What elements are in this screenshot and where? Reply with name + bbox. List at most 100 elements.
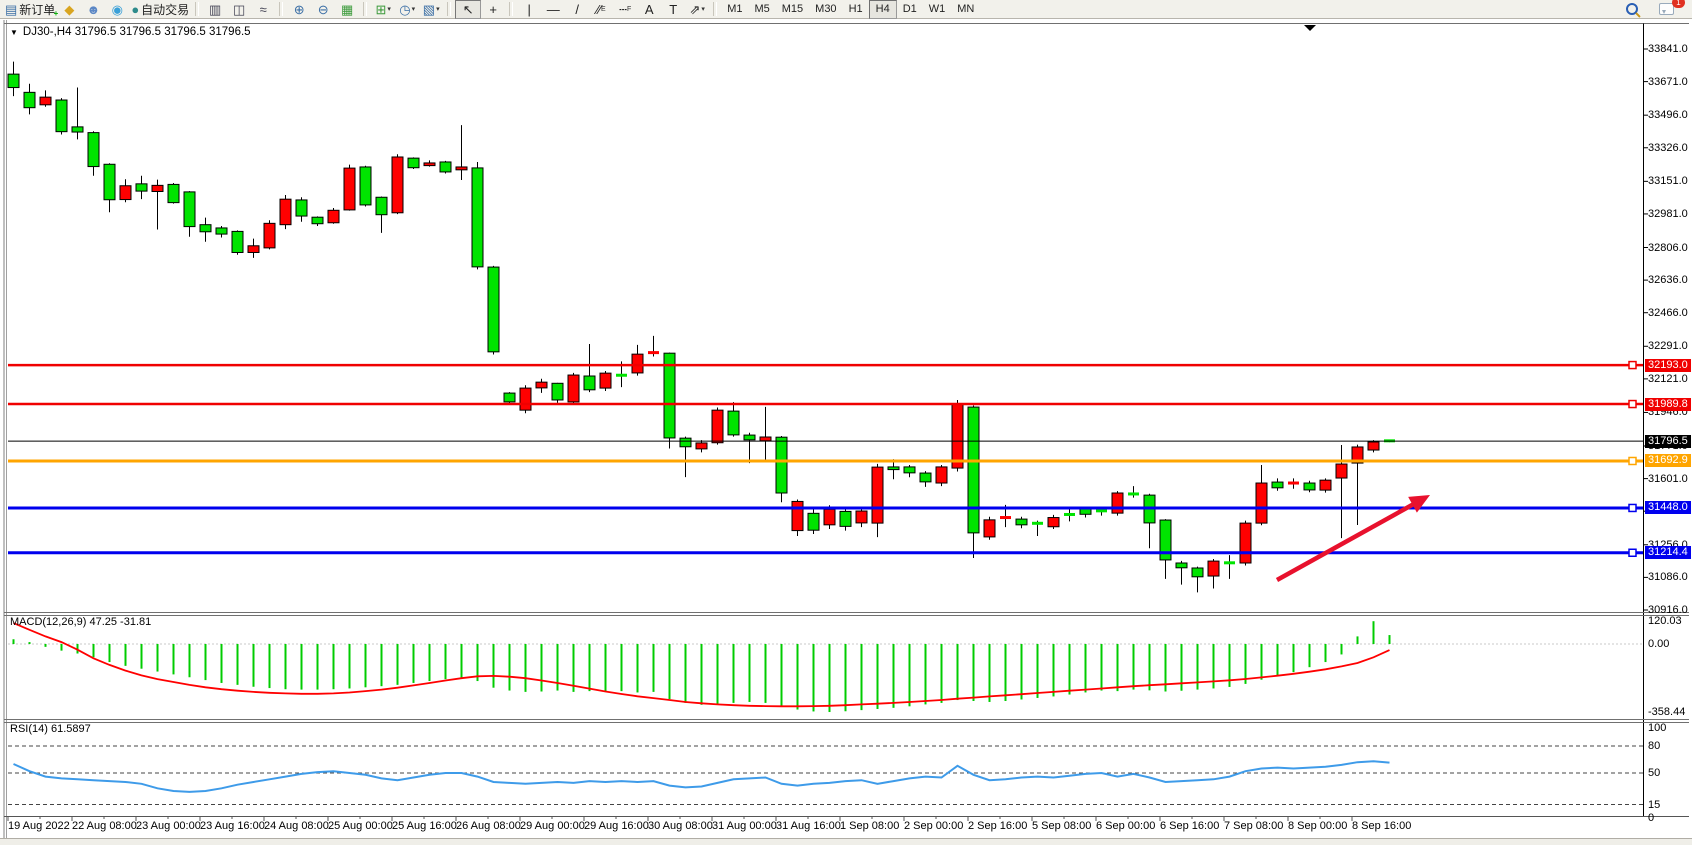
- crosshair-button[interactable]: +: [481, 1, 505, 18]
- toolbar-separator: [447, 2, 452, 16]
- arrows-button[interactable]: ⇗ ▾: [685, 1, 709, 18]
- toolbar-separator: [713, 2, 718, 16]
- trend-arrow-line[interactable]: [1275, 500, 1418, 582]
- chart-candles-button[interactable]: ◫: [227, 1, 251, 18]
- chevron-down-icon: ▾: [701, 6, 705, 13]
- zoom-in-button[interactable]: ⊕: [287, 1, 311, 18]
- candle-body: [487, 266, 500, 353]
- timeframe-h4[interactable]: H4: [868, 0, 897, 19]
- chart-bars-button[interactable]: ▥: [203, 1, 227, 18]
- horizontal-line-button[interactable]: —: [541, 1, 565, 18]
- toolbar: ▤ + 新订单 ◆ ☻ ◉ ● 自动交易 ▥ ◫ ≈ ⊕ ⊖ ▦ ⊞ ▾ ◷ ▾ ▧ ▾ ↖ + | — / ∕∕ E ┄ F A T ⇗ ▾ …: [0, 0, 1692, 19]
- candle-body: [71, 126, 84, 133]
- bottom-strip: [0, 838, 1692, 845]
- zoom-out-button[interactable]: ⊖: [311, 1, 335, 18]
- timeframe-m5[interactable]: M5: [754, 3, 770, 15]
- time-axis-label: 30 Aug 08:00: [648, 820, 713, 832]
- new-order-label: 新订单: [19, 2, 56, 17]
- scroll-to-end-icon[interactable]: [1304, 25, 1316, 31]
- fibonacci-button[interactable]: ┄ F: [613, 1, 637, 18]
- price-line-badge: 31989.8: [1645, 397, 1691, 411]
- timeframe-m1[interactable]: M1: [727, 3, 743, 15]
- publisher-button[interactable]: ☻: [81, 1, 105, 18]
- candle-body: [567, 374, 580, 403]
- text-label-icon: T: [669, 1, 678, 17]
- signal-icon: ◉: [111, 1, 123, 17]
- candle-body: [551, 382, 564, 401]
- timeframe-w1[interactable]: W1: [928, 3, 946, 15]
- time-axis-label: 5 Sep 08:00: [1032, 820, 1092, 832]
- vertical-line-button[interactable]: |: [517, 1, 541, 18]
- candle-body: [823, 508, 836, 526]
- line-endpoint-marker[interactable]: [1628, 399, 1637, 409]
- timeframe-h1[interactable]: H1: [848, 3, 863, 15]
- candle-body: [711, 409, 724, 444]
- chart-line-icon: ≈: [259, 1, 267, 17]
- price-axis-label: 33496.0: [1648, 109, 1688, 122]
- text-icon: A: [644, 1, 654, 17]
- candle-body: [1191, 567, 1204, 578]
- time-axis-label: 2 Sep 16:00: [968, 820, 1028, 832]
- equidistant-channel-button[interactable]: ∕∕ E: [589, 1, 613, 18]
- horizontal-line-icon: —: [546, 1, 560, 17]
- chart-bars-icon: ▥: [209, 1, 222, 17]
- line-endpoint-marker[interactable]: [1628, 360, 1637, 370]
- candle-body: [871, 466, 884, 524]
- indicators-button[interactable]: ⊞ ▾: [371, 1, 395, 18]
- candle-body: [119, 185, 132, 201]
- macd-signal-line: [13, 622, 1390, 708]
- chart-line-button[interactable]: ≈: [251, 1, 275, 18]
- text-label-button[interactable]: T: [661, 1, 685, 18]
- autotrade-button[interactable]: ● 自动交易: [129, 1, 191, 18]
- line-endpoint-marker[interactable]: [1628, 503, 1637, 513]
- notification-badge: 1: [1672, 0, 1685, 8]
- price-line-badge: 31796.5: [1645, 434, 1691, 448]
- candle-body: [7, 73, 20, 89]
- gold-ingot-button[interactable]: ◆: [57, 1, 81, 18]
- line-endpoint-marker[interactable]: [1628, 456, 1637, 466]
- candle-body: [103, 163, 116, 201]
- candle-body: [679, 437, 692, 448]
- search-icon: [1626, 3, 1638, 15]
- chevron-down-icon: ▾: [436, 6, 440, 13]
- time-axis-label: 25 Aug 16:00: [392, 820, 457, 832]
- timeframe-m15[interactable]: M15: [781, 3, 804, 15]
- candle-body: [1335, 463, 1348, 479]
- candle-body: [343, 167, 356, 211]
- timeframe-mn[interactable]: MN: [957, 3, 975, 15]
- new-order-button[interactable]: ▤ + 新订单: [3, 1, 58, 18]
- text-button[interactable]: A: [637, 1, 661, 18]
- candle-body: [327, 209, 340, 224]
- price-axis-label: 33326.0: [1648, 141, 1688, 154]
- candle-body: [391, 156, 404, 214]
- equidistant-channel-sub-letter: E: [601, 5, 606, 13]
- time-axis-label: 26 Aug 08:00: [456, 820, 521, 832]
- candle-body: [247, 245, 260, 253]
- trend-arrow-head[interactable]: [1408, 495, 1430, 513]
- cursor-button[interactable]: ↖: [455, 0, 482, 19]
- candle-body: [775, 436, 788, 494]
- timeframe-group: M1 M5 M15 M30 H1 H4 D1 W1 MN: [721, 0, 980, 19]
- timeframe-m30[interactable]: M30: [815, 3, 837, 15]
- rsi-axis-label: 80: [1648, 740, 1661, 752]
- chart-candles-icon: ◫: [233, 1, 246, 17]
- candle-body: [855, 510, 868, 524]
- signal-button[interactable]: ◉: [105, 1, 129, 18]
- arrows-icon: ⇗: [689, 1, 701, 17]
- candle-body: [631, 353, 644, 374]
- periods-button[interactable]: ◷ ▾: [395, 1, 419, 18]
- candle-body: [23, 91, 36, 109]
- notifications-button[interactable]: 1: [1654, 0, 1685, 18]
- tile-windows-button[interactable]: ▦: [335, 1, 359, 18]
- timeframe-d1[interactable]: D1: [902, 3, 917, 15]
- autotrade-label: 自动交易: [141, 2, 190, 17]
- symbol-dropdown-icon[interactable]: ▼: [10, 27, 18, 37]
- line-endpoint-marker[interactable]: [1628, 548, 1637, 558]
- candle-body: [1271, 481, 1284, 489]
- search-button[interactable]: [1620, 1, 1644, 18]
- cursor-icon: ↖: [462, 1, 474, 17]
- templates-button[interactable]: ▧ ▾: [419, 1, 443, 18]
- time-axis-label: 6 Sep 16:00: [1160, 820, 1220, 832]
- trendline-button[interactable]: /: [565, 1, 589, 18]
